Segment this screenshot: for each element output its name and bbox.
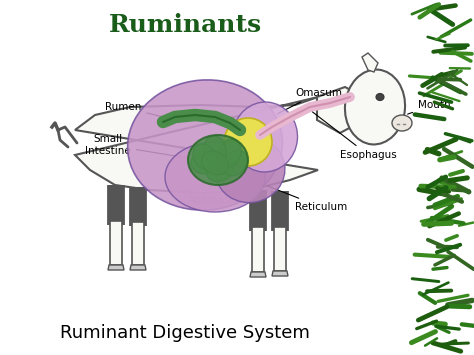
- Text: Ruminant Digestive System: Ruminant Digestive System: [60, 324, 310, 342]
- Polygon shape: [132, 222, 144, 265]
- Ellipse shape: [188, 135, 248, 185]
- Polygon shape: [108, 265, 124, 270]
- Ellipse shape: [345, 70, 405, 144]
- Polygon shape: [272, 271, 288, 276]
- Ellipse shape: [204, 136, 226, 164]
- Ellipse shape: [232, 102, 298, 172]
- Ellipse shape: [215, 137, 285, 203]
- Ellipse shape: [207, 158, 234, 182]
- Ellipse shape: [193, 144, 217, 170]
- Ellipse shape: [392, 115, 412, 131]
- Text: Reticulum: Reticulum: [268, 186, 347, 212]
- Polygon shape: [110, 221, 122, 265]
- Text: Omasum: Omasum: [277, 88, 342, 114]
- Text: Ruminants: Ruminants: [109, 13, 262, 37]
- Ellipse shape: [165, 142, 265, 212]
- Polygon shape: [317, 87, 360, 133]
- Ellipse shape: [219, 139, 241, 167]
- Text: Mouth: Mouth: [408, 100, 451, 114]
- Text: Esophagus: Esophagus: [312, 112, 397, 160]
- Ellipse shape: [376, 93, 384, 100]
- Ellipse shape: [201, 151, 228, 175]
- Ellipse shape: [224, 118, 272, 166]
- Polygon shape: [250, 272, 266, 277]
- Polygon shape: [130, 265, 146, 270]
- Text: Small
Intestine: Small Intestine: [85, 134, 197, 159]
- Ellipse shape: [223, 150, 247, 176]
- Polygon shape: [362, 53, 378, 72]
- Text: Rumen: Rumen: [105, 102, 173, 119]
- Ellipse shape: [128, 80, 283, 210]
- Ellipse shape: [191, 152, 219, 174]
- Polygon shape: [274, 227, 286, 271]
- Text: Abomasum: Abomasum: [188, 164, 247, 205]
- Polygon shape: [75, 97, 318, 193]
- Polygon shape: [252, 227, 264, 272]
